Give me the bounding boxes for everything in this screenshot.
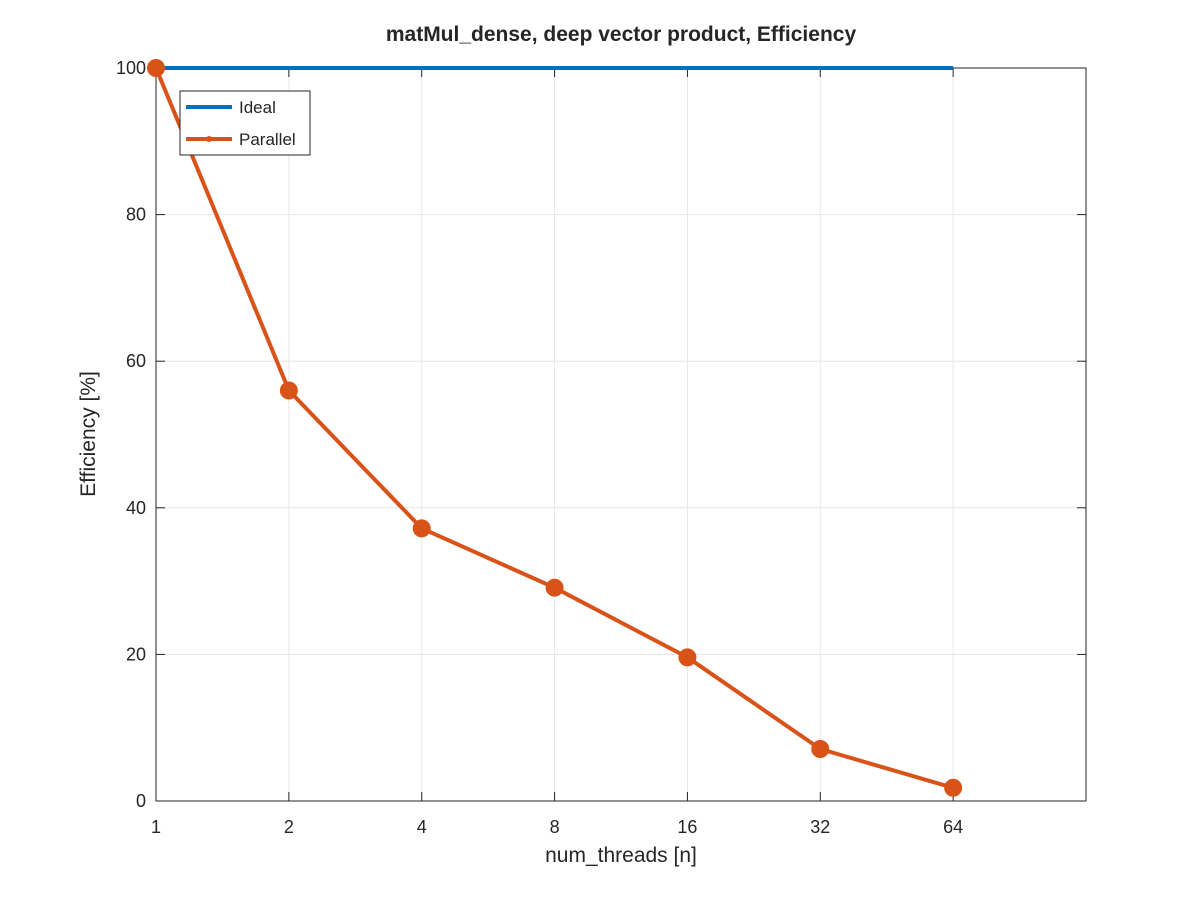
x-tick-label: 4 — [417, 817, 427, 837]
data-point-parallel — [412, 519, 431, 538]
y-tick-label: 80 — [126, 205, 146, 225]
x-axis-label: num_threads [n] — [545, 844, 697, 867]
y-tick-label: 100 — [116, 58, 146, 78]
axis-ticks: 1 2 4 8 16 32 64 0 20 40 60 80 100 — [116, 58, 1086, 837]
x-tick-label: 1 — [151, 817, 161, 837]
x-tick-label: 32 — [810, 817, 830, 837]
x-tick-label: 64 — [943, 817, 963, 837]
y-axis-label: Efficiency [%] — [77, 371, 100, 497]
x-tick-label: 2 — [284, 817, 294, 837]
legend-parallel-label: Parallel — [239, 130, 296, 149]
x-tick-label: 16 — [677, 817, 697, 837]
y-tick-label: 60 — [126, 351, 146, 371]
data-point-parallel — [147, 59, 165, 77]
y-tick-label: 40 — [126, 498, 146, 518]
data-point-parallel — [811, 739, 830, 758]
x-tick-label: 8 — [550, 817, 560, 837]
data-point-parallel — [944, 778, 963, 797]
y-tick-label: 20 — [126, 644, 146, 664]
legend-ideal-label: Ideal — [239, 98, 276, 117]
data-point-parallel — [545, 578, 564, 597]
series-lines — [147, 59, 963, 797]
grid-lines — [155, 67, 1086, 802]
chart-title: matMul_dense, deep vector product, Effic… — [386, 23, 857, 46]
plot-area-frame — [155, 67, 1087, 802]
y-tick-label: 0 — [136, 791, 146, 811]
legend-parallel-marker — [206, 136, 212, 142]
legend-box — [179, 90, 311, 156]
legend: Ideal Parallel — [179, 90, 311, 156]
data-point-parallel — [678, 648, 697, 667]
data-point-parallel — [279, 381, 298, 400]
